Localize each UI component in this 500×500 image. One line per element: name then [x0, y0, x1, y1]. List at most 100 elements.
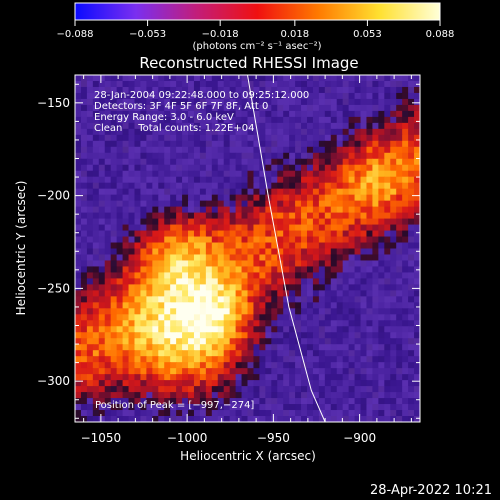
heatmap-cell — [265, 122, 272, 130]
x-tick-label: −900 — [343, 431, 376, 445]
heatmap-cell — [75, 194, 82, 202]
heatmap-cell — [170, 86, 177, 94]
heatmap-cell — [140, 338, 147, 345]
heatmap-cell — [75, 272, 82, 280]
heatmap-cell — [92, 308, 100, 315]
heatmap-cell — [330, 392, 338, 399]
heatmap-cell — [211, 314, 219, 321]
heatmap-cell — [235, 152, 243, 160]
heatmap-cell — [253, 224, 260, 232]
heatmap-cell — [277, 272, 284, 280]
heatmap-cell — [265, 242, 272, 250]
heatmap-cell — [384, 392, 391, 399]
heatmap-cell — [253, 248, 260, 256]
heatmap-cell — [402, 398, 409, 405]
heatmap-cell — [289, 86, 296, 94]
heatmap-cell — [235, 176, 243, 184]
heatmap-cell — [295, 134, 302, 142]
heatmap-cell — [229, 368, 237, 375]
heatmap-cell — [146, 344, 153, 351]
heatmap-cell — [229, 320, 237, 327]
heatmap-cell — [182, 296, 189, 303]
heatmap-cell — [259, 98, 266, 106]
heatmap-cell — [193, 356, 201, 363]
heatmap-cell — [271, 308, 278, 315]
heatmap-cell — [116, 320, 124, 327]
heatmap-cell — [259, 242, 266, 250]
heatmap-cell — [271, 128, 278, 136]
heatmap-cell — [128, 116, 136, 124]
heatmap-cell — [122, 128, 130, 136]
heatmap-cell — [295, 176, 302, 184]
heatmap-cell — [110, 80, 118, 88]
heatmap-cell — [342, 206, 350, 214]
heatmap-cell — [122, 212, 130, 220]
heatmap-cell — [134, 404, 142, 411]
heatmap-cell — [176, 254, 183, 262]
heatmap-cell — [170, 338, 177, 345]
heatmap-cell — [241, 92, 249, 100]
heatmap-cell — [241, 392, 249, 399]
heatmap-cell — [366, 284, 374, 291]
heatmap-cell — [217, 110, 225, 118]
heatmap-cell — [295, 188, 302, 196]
heatmap-cell — [396, 332, 403, 339]
heatmap-cell — [80, 320, 88, 327]
heatmap-cell — [235, 206, 243, 214]
heatmap-cell — [86, 386, 94, 393]
heatmap-cell — [324, 206, 332, 214]
heatmap-cell — [312, 296, 320, 303]
heatmap-cell — [301, 296, 308, 303]
heatmap-cell — [92, 374, 100, 381]
heatmap-cell — [134, 212, 142, 220]
heatmap-cell — [211, 164, 219, 172]
heatmap-cell — [318, 122, 326, 130]
heatmap-cell — [140, 302, 147, 309]
heatmap-cell — [372, 374, 379, 381]
heatmap-cell — [318, 254, 326, 262]
heatmap-cell — [301, 176, 308, 184]
heatmap-cell — [402, 248, 409, 256]
heatmap-cell — [235, 320, 243, 327]
heatmap-cell — [360, 182, 368, 190]
heatmap-cell — [235, 236, 243, 244]
heatmap-cell — [158, 260, 165, 268]
heatmap-cell — [134, 398, 142, 405]
heatmap-cell — [247, 326, 255, 333]
heatmap-cell — [408, 302, 415, 309]
heatmap-cell — [176, 152, 183, 160]
heatmap-cell — [360, 344, 368, 351]
heatmap-cell — [312, 308, 320, 315]
heatmap-cell — [116, 134, 124, 142]
heatmap-cell — [336, 302, 344, 309]
heatmap-cell — [390, 182, 397, 190]
heatmap-cell — [199, 308, 207, 315]
heatmap-cell — [295, 104, 302, 112]
heatmap-cell — [182, 260, 189, 268]
heatmap-cell — [253, 158, 260, 166]
heatmap-cell — [188, 206, 195, 214]
heatmap-cell — [360, 314, 368, 321]
heatmap-cell — [128, 290, 136, 297]
heatmap-cell — [86, 164, 94, 172]
heatmap-cell — [366, 140, 374, 148]
heatmap-cell — [134, 206, 142, 214]
heatmap-cell — [205, 122, 213, 130]
heatmap-cell — [176, 284, 183, 291]
heatmap-cell — [306, 206, 314, 214]
heatmap-cell — [205, 206, 213, 214]
heatmap-cell — [295, 266, 302, 274]
heatmap-cell — [229, 236, 237, 244]
heatmap-cell — [217, 302, 225, 309]
heatmap-cell — [384, 75, 391, 82]
heatmap-cell — [80, 248, 88, 256]
heatmap-cell — [116, 308, 124, 315]
heatmap-cell — [402, 188, 409, 196]
heatmap-cell — [164, 182, 171, 190]
heatmap-cell — [402, 236, 409, 244]
heatmap-cell — [414, 224, 420, 232]
heatmap-cell — [75, 170, 82, 178]
heatmap-cell — [104, 86, 112, 94]
heatmap-cell — [324, 320, 332, 327]
heatmap-cell — [348, 248, 356, 256]
